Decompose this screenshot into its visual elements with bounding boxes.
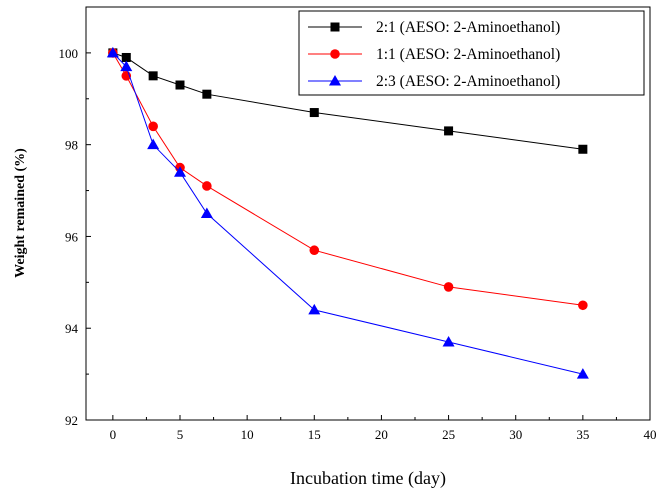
data-point	[147, 138, 160, 150]
legend-marker	[330, 49, 340, 59]
series-2	[108, 48, 588, 311]
y-tick-label: 92	[65, 413, 78, 428]
data-point	[121, 52, 131, 62]
series-line	[112, 52, 583, 375]
y-axis: 92 94 96 98 100	[59, 46, 91, 428]
data-point	[202, 181, 212, 191]
legend-entry: 2:3 (AESO: 2-Aminoethanol)	[308, 73, 560, 90]
data-point	[148, 121, 158, 132]
data-point	[175, 80, 185, 90]
data-point	[106, 46, 119, 58]
data-point	[202, 89, 212, 99]
x-axis-title: Incubation time (day)	[290, 468, 446, 489]
data-point	[148, 71, 158, 81]
data-point	[444, 126, 454, 136]
legend-label: 2:3 (AESO: 2-Aminoethanol)	[376, 73, 560, 90]
data-point	[578, 300, 588, 311]
x-tick-label: 30	[509, 427, 522, 442]
legend-marker	[329, 75, 341, 86]
legend: 2:1 (AESO: 2-Aminoethanol) 1:1 (AESO: 2-A…	[298, 10, 645, 96]
x-tick-label: 10	[241, 427, 254, 442]
x-axis: 0 5 10 15 20 25 30 35 40	[110, 415, 657, 442]
legend-label: 1:1 (AESO: 2-Aminoethanol)	[376, 46, 560, 63]
y-tick-label: 94	[65, 321, 79, 336]
x-tick-label: 40	[644, 427, 657, 442]
series-layer	[106, 46, 589, 379]
data-point	[309, 245, 320, 256]
data-point	[443, 282, 454, 292]
legend-entry: 2:1 (AESO: 2-Aminoethanol)	[308, 19, 560, 36]
x-tick-label: 35	[576, 427, 589, 442]
data-point	[308, 303, 321, 315]
data-point	[309, 108, 319, 118]
plot-frame	[85, 6, 651, 421]
y-tick-label: 100	[59, 46, 79, 61]
data-point	[174, 166, 186, 177]
y-tick-label: 98	[65, 138, 78, 153]
series-3	[106, 46, 589, 379]
data-point	[442, 335, 455, 347]
legend-label: 2:1 (AESO: 2-Aminoethanol)	[376, 19, 560, 36]
x-tick-label: 25	[442, 427, 455, 442]
data-point	[576, 368, 589, 379]
data-point	[200, 207, 213, 218]
x-tick-label: 20	[375, 427, 388, 442]
x-tick-label: 0	[110, 427, 117, 442]
data-point	[120, 60, 133, 72]
legend-marker	[330, 22, 340, 32]
data-point	[578, 144, 588, 154]
legend-entry: 1:1 (AESO: 2-Aminoethanol)	[308, 46, 560, 63]
x-tick-label: 15	[308, 427, 321, 442]
series-line	[112, 52, 583, 306]
x-tick-label: 5	[177, 427, 184, 442]
y-tick-label: 96	[65, 229, 79, 244]
y-axis-title: Weight remained (%)	[13, 148, 28, 278]
